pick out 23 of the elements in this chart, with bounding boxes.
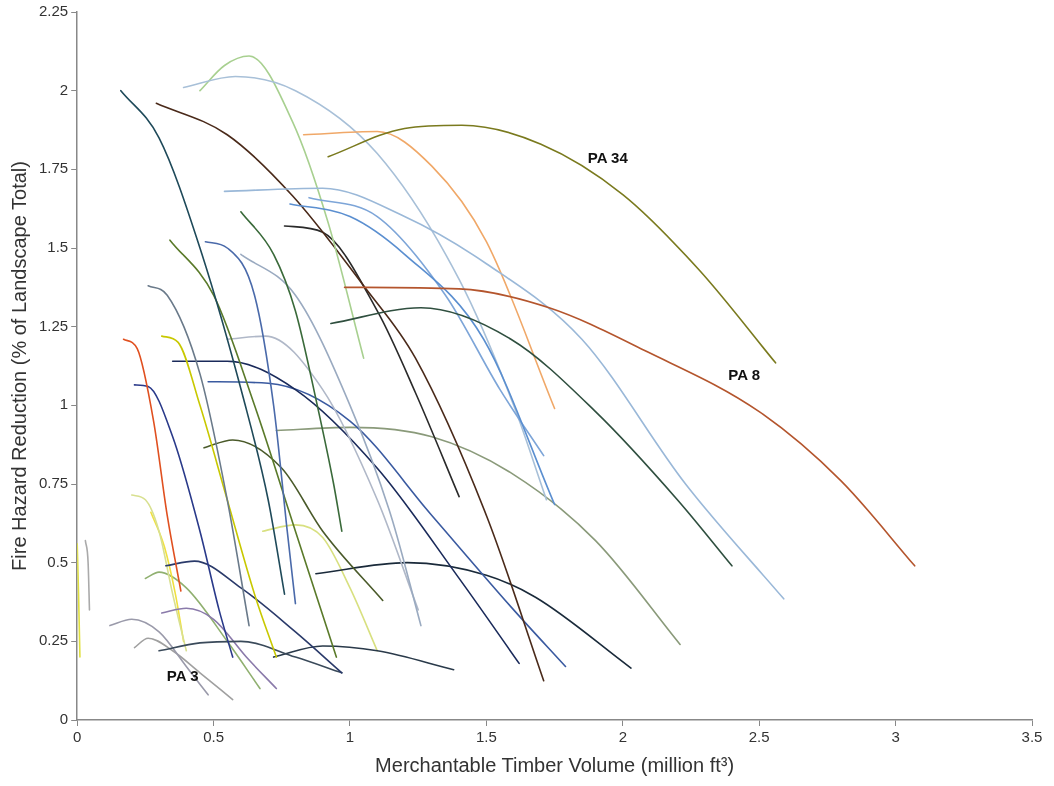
series-label: PA 3 (166, 666, 199, 684)
y-tick-label: 1.75 (38, 159, 69, 177)
x-tick-label: 3 (891, 728, 900, 746)
x-tick-label: 1.5 (475, 728, 497, 746)
y-tick-label: 1 (59, 395, 69, 413)
y-tick-label: 2 (59, 80, 69, 98)
y-tick-label: 1.5 (47, 238, 69, 256)
x-tick-label: 3.5 (1021, 728, 1043, 746)
x-tick-label: 2.5 (748, 728, 770, 746)
y-axis-title: Fire Hazard Reduction (% of Landscape Total) (7, 161, 30, 571)
x-axis-title: Merchantable Timber Volume (million ft³) (375, 753, 735, 776)
y-tick-label: 0.25 (38, 631, 69, 649)
y-tick-label: 0.75 (38, 474, 69, 492)
x-tick-label: 1 (345, 728, 355, 746)
x-tick-label: 0.5 (203, 728, 225, 746)
series-label: PA 34 (587, 148, 629, 166)
series-label: PA 8 (728, 365, 761, 383)
x-tick-label: 0 (73, 728, 82, 746)
y-tick-label: 2.25 (38, 2, 69, 20)
y-tick-label: 0.5 (47, 552, 69, 570)
x-tick-label: 2 (618, 728, 627, 746)
y-tick-label: 0 (59, 710, 69, 728)
y-tick-label: 1.25 (38, 316, 69, 334)
